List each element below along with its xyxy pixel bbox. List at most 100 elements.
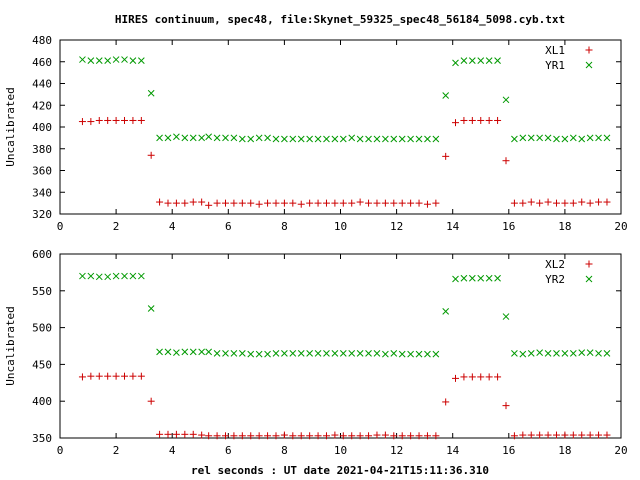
data-point (552, 431, 560, 439)
data-point (519, 199, 527, 207)
bottom-y-axis-label: Uncalibrated (4, 306, 17, 385)
data-point (112, 56, 120, 63)
top-x-tick-label: 8 (281, 220, 288, 233)
data-point (189, 348, 197, 356)
data-point (95, 116, 103, 124)
top-plot-frame (59, 39, 622, 215)
data-point (519, 134, 527, 142)
top-x-tick-label: 20 (614, 220, 627, 233)
top-legend-label-xl1: XL1 (545, 44, 565, 57)
top-y-tick-label: 400 (32, 121, 52, 134)
bottom-series-yr2 (79, 272, 611, 358)
bottom-x-tick-label: 2 (113, 444, 120, 457)
data-point (205, 201, 213, 209)
data-point (137, 372, 145, 380)
data-point (137, 57, 145, 65)
data-point (95, 372, 103, 380)
data-point (172, 430, 180, 438)
data-point (112, 272, 120, 280)
top-x-tick-label: 10 (334, 220, 347, 233)
data-point (536, 349, 544, 356)
data-point (281, 350, 288, 357)
data-point (460, 373, 468, 381)
top-y-tick-label: 380 (32, 143, 52, 156)
data-point (221, 432, 229, 440)
data-point (322, 432, 330, 440)
data-point (255, 350, 263, 358)
data-point (339, 135, 347, 143)
data-point (121, 372, 129, 380)
data-point (373, 199, 381, 207)
data-point (569, 431, 577, 439)
data-point (222, 350, 229, 357)
bottom-panel: Uncalibrated 0 2 4 6 8 10 12 14 16 18 20 350 400 450 5… (4, 248, 628, 457)
data-point (272, 350, 280, 357)
data-point (331, 135, 339, 143)
data-point (213, 199, 221, 207)
data-point (306, 135, 313, 143)
data-point (272, 199, 280, 207)
data-point (407, 432, 415, 440)
data-point (87, 372, 95, 380)
top-y-tick-label: 360 (32, 165, 52, 178)
data-point (468, 116, 476, 124)
data-point (164, 348, 172, 356)
top-y-tick-label: 480 (32, 34, 52, 47)
chart-title: HIRES continuum, spec48, file:Skynet_593… (115, 13, 565, 26)
bottom-x-tick-label: 8 (281, 444, 288, 457)
data-point (238, 135, 246, 143)
top-legend-label-yr1: YR1 (545, 59, 565, 72)
data-point (365, 350, 372, 357)
data-point (502, 96, 510, 104)
data-point (424, 135, 431, 143)
data-point (536, 431, 544, 439)
data-point (398, 135, 406, 143)
data-point (147, 151, 155, 159)
data-point (382, 135, 389, 143)
data-point (205, 432, 213, 440)
top-x-tick-label: 6 (225, 220, 232, 233)
data-point (87, 57, 95, 65)
data-point (272, 432, 280, 440)
data-point (519, 431, 527, 439)
data-point (173, 133, 180, 141)
data-point (452, 374, 460, 382)
data-point (322, 199, 330, 207)
data-point (121, 116, 129, 124)
data-point (442, 92, 450, 99)
bottom-x-tick-label: 6 (225, 444, 232, 457)
data-point (494, 116, 502, 124)
bottom-x-tick-label: 12 (390, 444, 403, 457)
data-point (189, 430, 197, 438)
data-point (247, 432, 255, 440)
data-point (365, 135, 372, 143)
top-legend-marker-xl1 (585, 46, 593, 54)
data-point (255, 134, 263, 142)
data-point (198, 198, 206, 206)
data-point (339, 199, 347, 207)
data-point (595, 431, 603, 439)
data-point (603, 431, 611, 439)
data-point (415, 432, 423, 440)
data-point (348, 350, 356, 357)
data-point (586, 349, 594, 356)
data-point (121, 56, 128, 63)
bottom-x-tick-label: 16 (502, 444, 515, 457)
data-point (205, 133, 213, 141)
data-point (494, 57, 501, 65)
top-x-tick-label: 0 (57, 220, 64, 233)
data-point (356, 350, 364, 357)
data-point (398, 199, 406, 207)
data-point (603, 134, 611, 142)
data-point (129, 116, 137, 124)
data-point (510, 199, 518, 207)
data-point (373, 350, 381, 357)
data-point (544, 134, 552, 142)
data-point (264, 350, 271, 358)
data-point (356, 135, 364, 143)
data-point (230, 199, 238, 207)
data-point (485, 116, 493, 124)
data-point (398, 350, 406, 358)
data-point (137, 116, 145, 124)
data-point (87, 272, 95, 280)
